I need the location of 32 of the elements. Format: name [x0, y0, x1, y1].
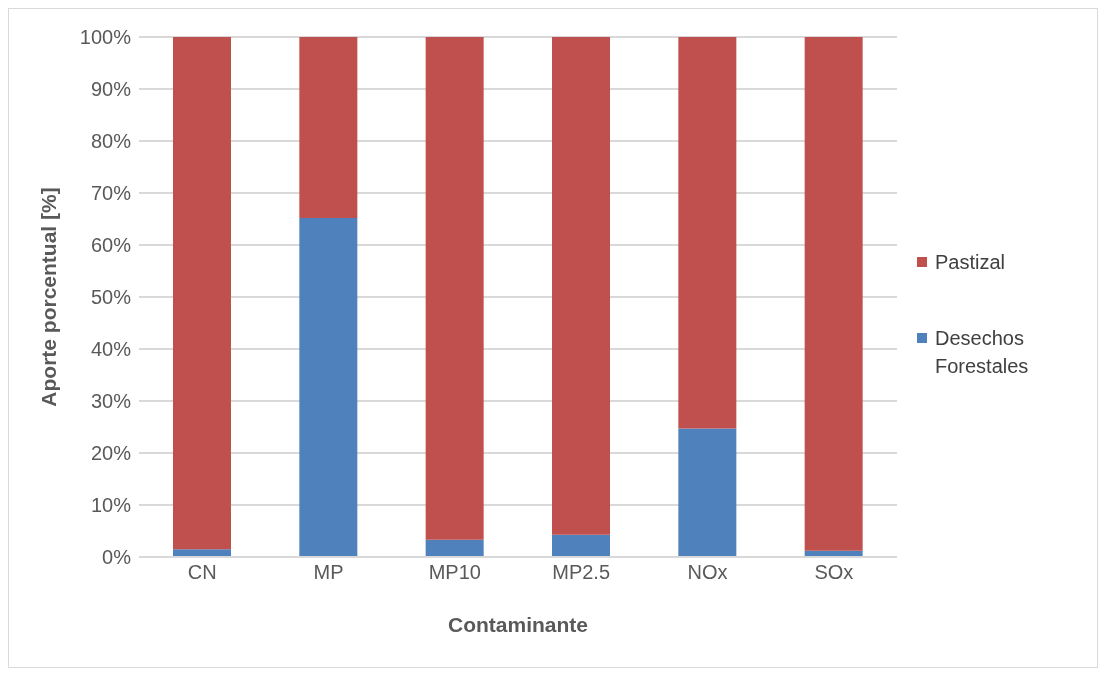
bar: [425, 539, 484, 557]
legend-label: Desechos Forestales: [935, 326, 1030, 379]
y-tick-label: 50%: [90, 286, 132, 309]
y-tick-label: 0%: [102, 546, 132, 569]
x-tick-label: MP: [313, 561, 344, 584]
x-tick-label: NOx: [687, 561, 728, 584]
y-tick-label: 70%: [90, 182, 132, 205]
y-tick-label: 20%: [90, 442, 132, 465]
y-tick-label: 60%: [90, 234, 132, 257]
bar: [552, 37, 610, 535]
bar: [804, 37, 863, 551]
x-tick-label: MP2.5: [552, 561, 611, 584]
y-axis-title: Aporte porcentual [%]: [37, 187, 61, 407]
x-tick-label: CN: [187, 561, 217, 584]
legend-label: Pastizal: [935, 250, 1006, 275]
bar: [173, 549, 231, 557]
y-tick-label: 40%: [90, 338, 132, 361]
bar: [678, 37, 737, 429]
bar: [173, 37, 231, 550]
y-tick-label: 80%: [90, 130, 132, 153]
y-tick-label: 90%: [90, 78, 132, 101]
bar: [299, 37, 358, 218]
bar: [299, 217, 358, 557]
bar: [425, 37, 484, 540]
x-tick-label: SOx: [814, 561, 854, 584]
bar: [552, 534, 610, 557]
y-tick-label: 30%: [90, 390, 132, 413]
x-axis-title: Contaminante: [447, 613, 589, 636]
y-tick-label: 100%: [79, 26, 132, 49]
y-tick-label: 10%: [90, 494, 132, 517]
x-tick-label: MP10: [428, 561, 481, 584]
bar: [678, 428, 737, 557]
